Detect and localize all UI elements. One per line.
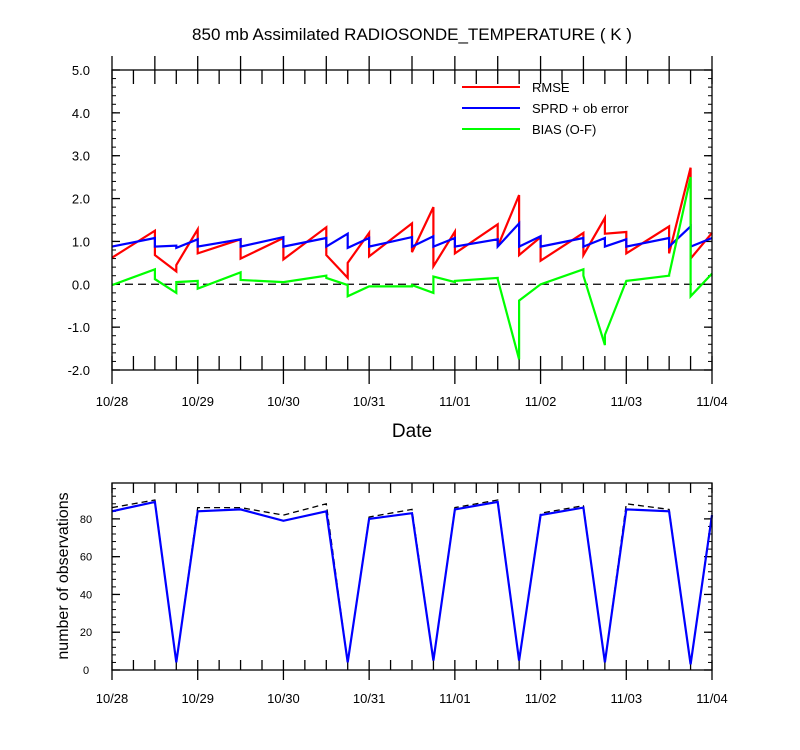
bottom-y-tick-labels: 0 20 40 60 80: [80, 514, 92, 677]
x-tick-label: 10/28: [96, 394, 129, 409]
x-tick-label: 10/29: [181, 691, 214, 706]
bottom-series: [111, 499, 714, 665]
x-axis-label: Date: [392, 421, 432, 442]
bottom-x-tick-labels: 10/28 10/29 10/30 10/31 11/01 11/02 11/03 11/04: [96, 691, 728, 706]
x-tick-label: 10/30: [267, 394, 300, 409]
y-tick-label: 1.0: [72, 234, 90, 249]
x-tick-label: 11/02: [525, 394, 557, 409]
y-tick-label: 0: [83, 665, 89, 677]
y-tick-label: 20: [80, 627, 92, 639]
top-series: [111, 167, 713, 360]
series-line-sprd-ob-error: [111, 220, 713, 250]
bottom-plot-frame: [111, 482, 713, 671]
top-x-tick-labels: 10/28 10/29 10/30 10/31 11/01 11/02 11/03 11/04: [96, 394, 728, 409]
y-tick-label: 4.0: [72, 106, 90, 121]
legend-label: BIAS (O-F): [532, 122, 596, 137]
y-tick-label: 5.0: [72, 63, 90, 78]
legend: RMSE SPRD + ob error BIAS (O-F): [462, 80, 629, 137]
x-tick-label: 11/03: [610, 394, 642, 409]
x-tick-label: 11/04: [696, 691, 728, 706]
x-tick-label: 10/31: [353, 691, 386, 706]
x-tick-label: 11/04: [696, 394, 728, 409]
y-tick-label: 40: [80, 589, 92, 601]
y-tick-label: 60: [80, 552, 92, 564]
y-tick-label: -2.0: [68, 363, 90, 378]
series-line-bias-o-f: [111, 176, 713, 360]
chart-title: 850 mb Assimilated RADIOSONDE_TEMPERATUR…: [192, 25, 632, 44]
legend-label: SPRD + ob error: [532, 101, 629, 116]
top-plot-frame: [111, 69, 713, 371]
x-tick-label: 11/02: [525, 691, 557, 706]
top-y-tick-labels: -2.0 -1.0 0.0 1.0 2.0 3.0 4.0 5.0: [68, 63, 90, 378]
legend-label: RMSE: [532, 80, 570, 95]
y-tick-label: 80: [80, 514, 92, 526]
x-tick-label: 10/31: [353, 394, 386, 409]
y-tick-label: 2.0: [72, 192, 90, 207]
x-tick-label: 11/03: [610, 691, 642, 706]
series-line-total-observations: [111, 499, 713, 665]
x-tick-label: 10/30: [267, 691, 300, 706]
y-tick-label: -1.0: [68, 320, 90, 335]
y-axis-label: number of observations: [55, 492, 72, 659]
observations-panel: 0 20 40 60 80 10/28 10/29 10/30 10/31 11/01 11/02…: [55, 482, 728, 706]
series-line-rmse: [111, 167, 713, 281]
x-tick-label: 10/28: [96, 691, 129, 706]
bottom-axes: [111, 483, 713, 680]
top-axes: [111, 56, 713, 384]
y-tick-label: 0.0: [72, 277, 90, 292]
x-tick-label: 11/01: [439, 691, 471, 706]
series-line-used-observations: [111, 500, 714, 665]
y-tick-label: 3.0: [72, 149, 90, 164]
bias-rmse-panel: 850 mb Assimilated RADIOSONDE_TEMPERATUR…: [68, 25, 728, 442]
x-tick-label: 11/01: [439, 394, 471, 409]
x-tick-label: 10/29: [181, 394, 214, 409]
